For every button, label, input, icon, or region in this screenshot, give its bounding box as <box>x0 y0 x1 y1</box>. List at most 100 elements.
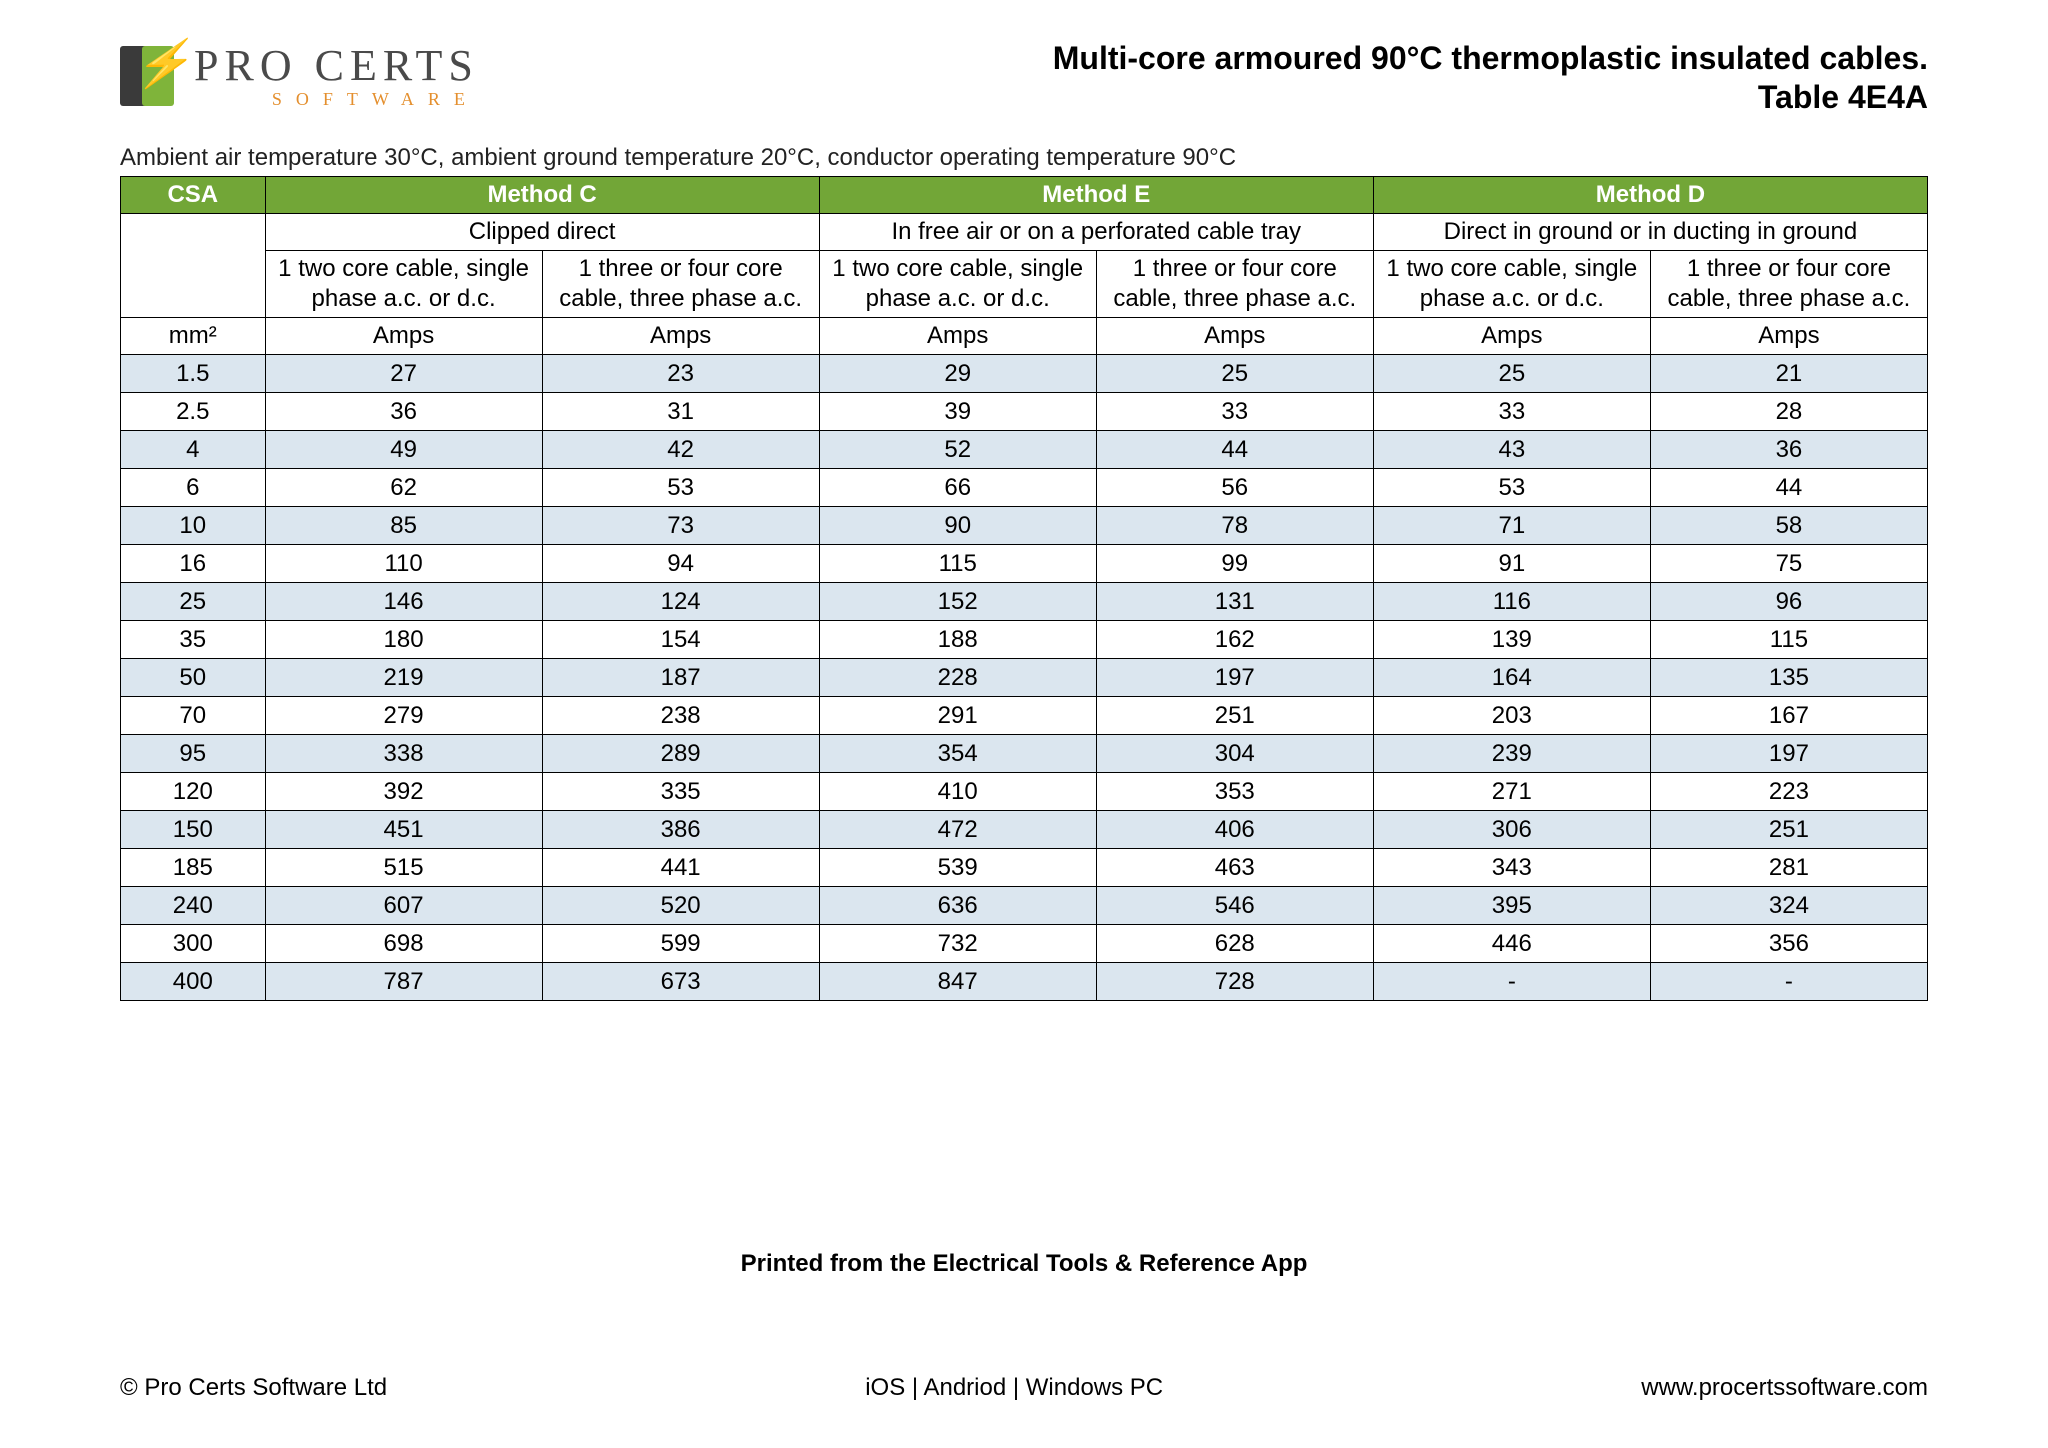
cell-amps: 187 <box>542 659 819 697</box>
cell-amps: 49 <box>265 431 542 469</box>
table-row: 50219187228197164135 <box>121 659 1928 697</box>
cell-amps: 33 <box>1096 393 1373 431</box>
table-row: 240607520636546395324 <box>121 887 1928 925</box>
cell-amps: 520 <box>542 887 819 925</box>
ambient-conditions: Ambient air temperature 30°C, ambient gr… <box>120 144 1928 172</box>
sub-two-core: 1 two core cable, single phase a.c. or d… <box>819 251 1096 318</box>
footer-platforms: iOS | Andriod | Windows PC <box>865 1374 1163 1402</box>
cell-amps: 324 <box>1650 887 1927 925</box>
cell-amps: 728 <box>1096 963 1373 1001</box>
cell-amps: 135 <box>1650 659 1927 697</box>
brand-name: PRO CERTS <box>194 44 479 88</box>
cell-amps: 180 <box>265 621 542 659</box>
cell-amps: 164 <box>1373 659 1650 697</box>
cell-amps: 599 <box>542 925 819 963</box>
cell-csa: 2.5 <box>121 393 266 431</box>
cell-amps: 847 <box>819 963 1096 1001</box>
cell-amps: 335 <box>542 773 819 811</box>
cell-amps: 353 <box>1096 773 1373 811</box>
cell-amps: 62 <box>265 469 542 507</box>
cell-csa: 16 <box>121 545 266 583</box>
unit-amps: Amps <box>265 318 542 355</box>
brand-subtitle: SOFTWARE <box>194 90 479 108</box>
cell-amps: 343 <box>1373 849 1650 887</box>
sub-three-core: 1 three or four core cable, three phase … <box>1096 251 1373 318</box>
cell-amps: 732 <box>819 925 1096 963</box>
cell-amps: 27 <box>265 355 542 393</box>
cell-amps: 31 <box>542 393 819 431</box>
cell-amps: 197 <box>1096 659 1373 697</box>
cell-amps: 44 <box>1096 431 1373 469</box>
cell-csa: 6 <box>121 469 266 507</box>
header-csa-blank <box>121 214 266 318</box>
cell-amps: 787 <box>265 963 542 1001</box>
cell-amps: 636 <box>819 887 1096 925</box>
cell-csa: 185 <box>121 849 266 887</box>
sub-three-core: 1 three or four core cable, three phase … <box>542 251 819 318</box>
logo-mark-icon: ⚡ <box>120 40 180 112</box>
cell-amps: 29 <box>819 355 1096 393</box>
cell-amps: 152 <box>819 583 1096 621</box>
cell-amps: 73 <box>542 507 819 545</box>
cell-amps: 446 <box>1373 925 1650 963</box>
cell-amps: 279 <box>265 697 542 735</box>
cell-amps: 515 <box>265 849 542 887</box>
cell-amps: 23 <box>542 355 819 393</box>
cell-amps: 607 <box>265 887 542 925</box>
unit-amps: Amps <box>1373 318 1650 355</box>
title-line1: Multi-core armoured 90°C thermoplastic i… <box>1053 40 1928 77</box>
cell-amps: 228 <box>819 659 1096 697</box>
table-row: 2.5363139333328 <box>121 393 1928 431</box>
header-method-c: Method C <box>265 177 819 214</box>
cell-csa: 70 <box>121 697 266 735</box>
cell-amps: 146 <box>265 583 542 621</box>
sub-two-core: 1 two core cable, single phase a.c. or d… <box>265 251 542 318</box>
cell-amps: 139 <box>1373 621 1650 659</box>
table-row: 70279238291251203167 <box>121 697 1928 735</box>
cell-amps: 21 <box>1650 355 1927 393</box>
cell-amps: 306 <box>1373 811 1650 849</box>
cell-amps: 124 <box>542 583 819 621</box>
desc-method-c: Clipped direct <box>265 214 819 251</box>
cell-amps: 110 <box>265 545 542 583</box>
table-row: 150451386472406306251 <box>121 811 1928 849</box>
document-title: Multi-core armoured 90°C thermoplastic i… <box>1053 40 1928 116</box>
cell-amps: 281 <box>1650 849 1927 887</box>
table-row: 2514612415213111696 <box>121 583 1928 621</box>
page-footer: © Pro Certs Software Ltd iOS | Andriod |… <box>120 1374 1928 1402</box>
cell-amps: 338 <box>265 735 542 773</box>
cell-amps: 223 <box>1650 773 1927 811</box>
cell-amps: 219 <box>265 659 542 697</box>
cell-amps: 25 <box>1096 355 1373 393</box>
cell-amps: 99 <box>1096 545 1373 583</box>
cell-amps: 43 <box>1373 431 1650 469</box>
table-row: 185515441539463343281 <box>121 849 1928 887</box>
cell-csa: 95 <box>121 735 266 773</box>
cell-csa: 25 <box>121 583 266 621</box>
printed-from-note: Printed from the Electrical Tools & Refe… <box>0 1250 2048 1278</box>
table-row: 1.5272329252521 <box>121 355 1928 393</box>
desc-method-e: In free air or on a perforated cable tra… <box>819 214 1373 251</box>
cell-amps: 78 <box>1096 507 1373 545</box>
cell-amps: 291 <box>819 697 1096 735</box>
cell-amps: 463 <box>1096 849 1373 887</box>
sub-two-core: 1 two core cable, single phase a.c. or d… <box>1373 251 1650 318</box>
cell-amps: 28 <box>1650 393 1927 431</box>
cell-amps: 91 <box>1373 545 1650 583</box>
cell-amps: 58 <box>1650 507 1927 545</box>
table-row: 10857390787158 <box>121 507 1928 545</box>
cell-amps: 36 <box>1650 431 1927 469</box>
cell-amps: 546 <box>1096 887 1373 925</box>
cell-amps: - <box>1373 963 1650 1001</box>
cell-amps: 154 <box>542 621 819 659</box>
cell-amps: 197 <box>1650 735 1927 773</box>
table-row: 300698599732628446356 <box>121 925 1928 963</box>
cell-amps: 53 <box>1373 469 1650 507</box>
cell-amps: 289 <box>542 735 819 773</box>
unit-amps: Amps <box>819 318 1096 355</box>
cell-amps: 52 <box>819 431 1096 469</box>
cell-amps: 239 <box>1373 735 1650 773</box>
brand-logo: ⚡ PRO CERTS SOFTWARE <box>120 40 479 112</box>
cell-amps: 354 <box>819 735 1096 773</box>
cell-csa: 150 <box>121 811 266 849</box>
